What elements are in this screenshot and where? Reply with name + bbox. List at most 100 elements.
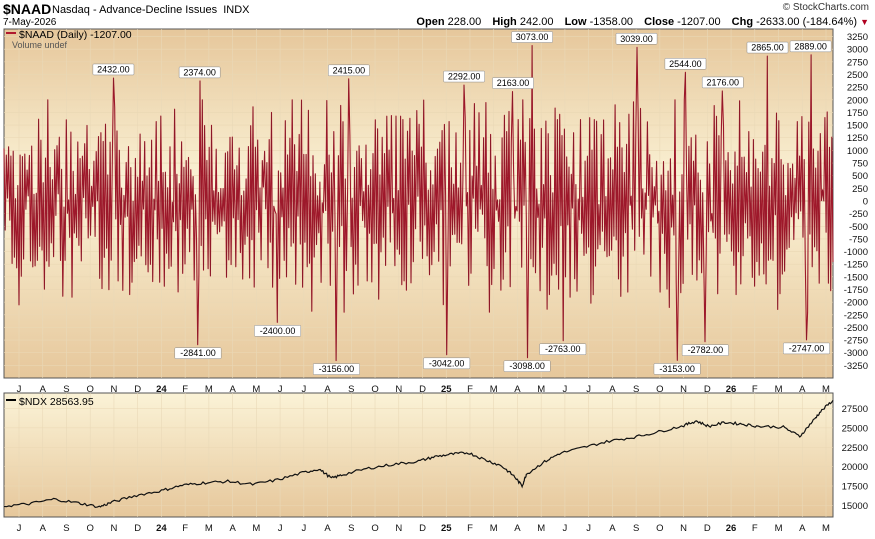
ndx-panel (3, 392, 834, 518)
naad-x-tick-label: A (324, 384, 331, 395)
ndx-x-tick-label: 26 (726, 523, 737, 534)
symbol-description: Nasdaq - Advance-Decline Issues (52, 4, 218, 16)
volume-legend: Volume undef (12, 40, 68, 50)
naad-x-tick-label: M (775, 384, 783, 395)
naad-x-tick-label: 24 (156, 384, 167, 395)
ndx-x-tick-label: A (324, 523, 331, 534)
naad-y-tick-label: -2500 (844, 323, 868, 334)
price-callout-box (615, 33, 658, 45)
price-callout-label: 2865.00 (751, 43, 784, 53)
ndx-x-tick-label: S (63, 523, 69, 534)
price-callout-box (492, 77, 534, 89)
naad-y-tick-label: -750 (849, 234, 868, 245)
price-callout-box (511, 31, 553, 43)
low-label: Low (564, 16, 587, 28)
naad-x-tick-label: N (680, 384, 687, 395)
naad-y-tick-label: -500 (849, 222, 868, 233)
ndx-y-tick-label: 27500 (842, 404, 868, 415)
ndx-line (3, 399, 834, 509)
naad-y-tick-label: 1750 (847, 108, 868, 119)
price-callout-box (653, 363, 701, 375)
naad-x-tick-label: 26 (726, 384, 737, 395)
naad-y-tick-label: -1000 (844, 247, 868, 258)
ndx-x-tick-label: O (87, 523, 94, 534)
ndx-x-tick-label: J (278, 523, 283, 534)
price-callout-label: 2889.00 (794, 41, 827, 51)
ndx-x-tick-label: J (586, 523, 591, 534)
ndx-x-tick-label: J (563, 523, 568, 534)
naad-y-tick-label: -1500 (844, 272, 868, 283)
naad-y-tick-label: -2250 (844, 310, 868, 321)
naad-x-tick-label: O (656, 384, 663, 395)
price-callout-label: -2841.00 (180, 348, 216, 358)
price-callout-box (92, 63, 135, 76)
ndx-legend-swatch (6, 399, 16, 401)
naad-y-tick-label: -1750 (844, 285, 868, 296)
ndx-x-tick-label: D (134, 523, 141, 534)
price-callout-box (681, 344, 729, 356)
ndx-y-tick-label: 20000 (842, 462, 868, 473)
down-arrow-icon: ▼ (860, 17, 869, 27)
naad-x-tick-label: A (609, 384, 616, 395)
ndx-x-tick-label: 25 (441, 523, 452, 534)
price-callout-box (312, 363, 360, 375)
naad-x-tick-label: D (134, 384, 141, 395)
ndx-x-tick-label: N (395, 523, 402, 534)
symbol-name: Nasdaq - Advance-Decline Issues INDX (52, 4, 250, 16)
naad-y-tick-label: -250 (849, 209, 868, 220)
ndx-x-tick-label: O (371, 523, 378, 534)
ndx-x-tick-label: D (704, 523, 711, 534)
ndx-x-tick-label: 24 (156, 523, 167, 534)
naad-legend-swatch (6, 32, 16, 34)
ndx-x-tick-label: A (514, 523, 521, 534)
ndx-x-tick-label: A (40, 523, 47, 534)
price-callout-label: 2292.00 (448, 72, 481, 82)
naad-x-tick-label: N (395, 384, 402, 395)
price-callout-label: 2176.00 (706, 77, 739, 87)
naad-x-tick-label: M (490, 384, 498, 395)
naad-x-tick-label: F (467, 384, 473, 395)
price-callout-box (664, 58, 707, 70)
ndx-x-tick-label: A (799, 523, 806, 534)
ohlc-summary: Open 228.00 High 242.00 Low -1358.00 Clo… (408, 16, 869, 28)
ndx-y-tick-label: 15000 (842, 501, 868, 512)
ndx-x-tick-label: F (182, 523, 188, 534)
naad-x-tick-label: N (111, 384, 118, 395)
price-callout-label: -2782.00 (688, 345, 724, 355)
naad-x-tick-label: O (87, 384, 94, 395)
naad-y-tick-label: -1250 (844, 260, 868, 271)
naad-x-tick-label: J (563, 384, 568, 395)
price-callout-label: -3042.00 (429, 358, 465, 368)
naad-x-tick-label: M (537, 384, 545, 395)
ndx-x-tick-label: F (752, 523, 758, 534)
naad-y-tick-label: 2250 (847, 83, 868, 94)
naad-x-tick-label: 25 (441, 384, 452, 395)
naad-x-tick-label: D (419, 384, 426, 395)
naad-y-tick-label: 1000 (847, 146, 868, 157)
price-callout-label: -2763.00 (545, 344, 581, 354)
naad-y-tick-label: 2000 (847, 95, 868, 106)
naad-x-tick-label: S (348, 384, 354, 395)
chart-header: $NAAD Nasdaq - Advance-Decline Issues IN… (0, 0, 875, 30)
naad-y-tick-label: -3000 (844, 348, 868, 359)
naad-x-tick-label: M (205, 384, 213, 395)
price-callout-label: -3156.00 (319, 364, 355, 374)
price-callout-label: 3039.00 (620, 34, 653, 44)
chg-value: -2633.00 (-184.64%) (756, 16, 858, 28)
price-callout-box (443, 70, 485, 83)
price-callout-box (328, 64, 370, 77)
naad-line (3, 44, 834, 362)
naad-x-tick-label: J (278, 384, 283, 395)
ndx-x-tick-label: S (633, 523, 639, 534)
ndx-legend: $NDX 28563.95 (19, 396, 94, 408)
naad-x-tick-label: J (586, 384, 591, 395)
naad-y-tick-label: -2750 (844, 336, 868, 347)
ndx-x-tick-label: N (680, 523, 687, 534)
naad-x-tick-label: O (371, 384, 378, 395)
high-value: 242.00 (519, 16, 554, 28)
naad-y-tick-label: 1250 (847, 133, 868, 144)
high-label: High (492, 16, 517, 28)
naad-y-tick-label: 1500 (847, 121, 868, 132)
naad-y-tick-label: 3000 (847, 45, 868, 56)
